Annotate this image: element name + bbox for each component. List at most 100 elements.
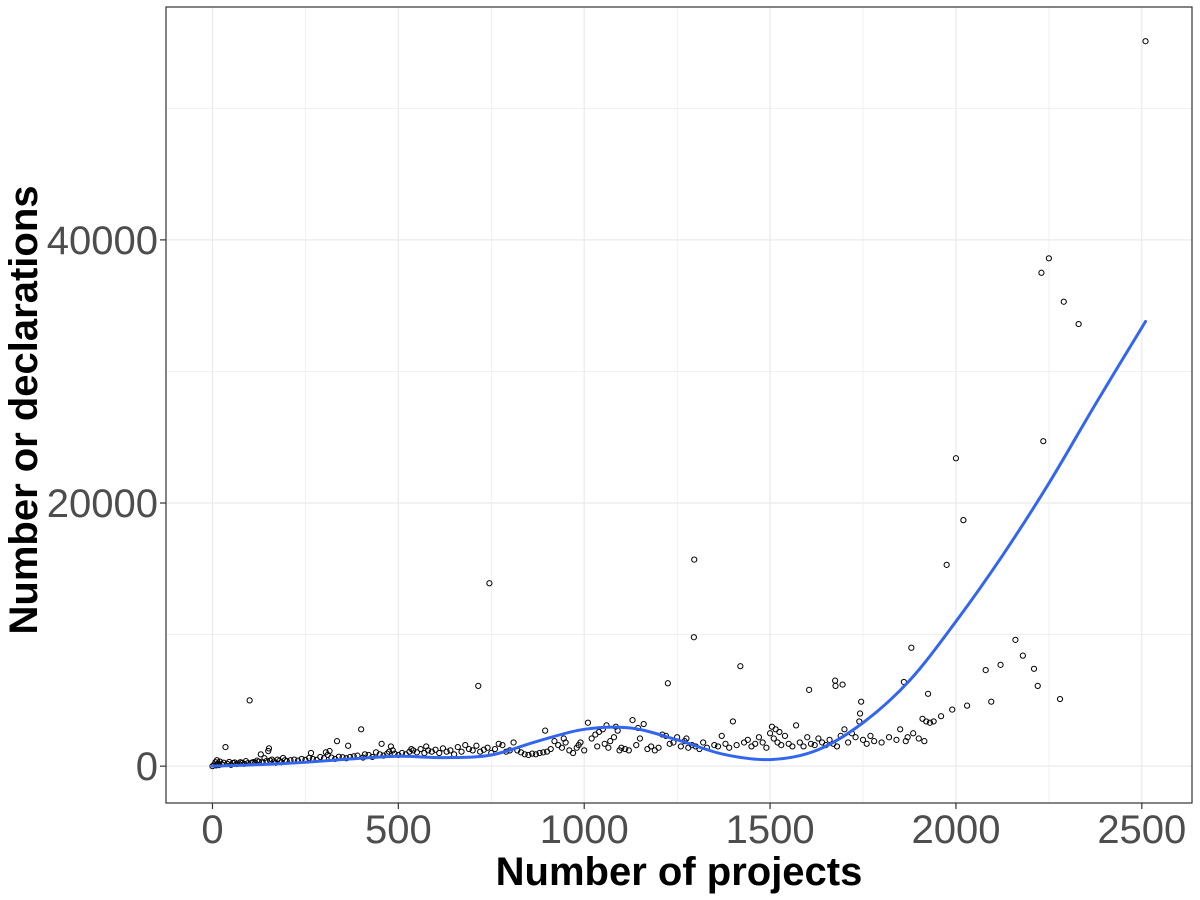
data-point <box>839 681 846 688</box>
data-point <box>826 736 833 743</box>
data-point <box>859 736 867 743</box>
data-point <box>333 738 341 745</box>
data-point <box>759 739 766 746</box>
data-point <box>385 748 393 755</box>
data-point <box>691 556 698 563</box>
data-point <box>952 455 960 462</box>
data-point <box>908 644 915 651</box>
data-point <box>432 746 439 753</box>
data-point <box>729 718 737 725</box>
data-point <box>858 698 865 705</box>
smooth-fit-line <box>210 319 1148 768</box>
data-point <box>542 727 549 734</box>
data-point <box>417 745 424 753</box>
x-tick-label: 500 <box>365 808 432 852</box>
data-point <box>581 747 588 754</box>
data-point <box>770 735 777 742</box>
data-point <box>439 745 447 752</box>
data-point <box>484 744 491 751</box>
data-point <box>930 718 937 725</box>
data-point <box>588 735 595 742</box>
data-point <box>997 661 1004 668</box>
data-point <box>265 747 272 755</box>
y-tick-label: 20000 <box>47 482 158 526</box>
y-tick-label: 0 <box>136 745 158 789</box>
data-point <box>833 743 841 750</box>
data-point <box>871 738 878 745</box>
data-point <box>1060 298 1067 305</box>
data-point <box>943 561 950 568</box>
data-point <box>664 680 671 687</box>
data-point <box>648 743 655 750</box>
data-point <box>473 742 480 749</box>
data-point <box>636 735 644 742</box>
data-point <box>718 732 725 739</box>
data-point <box>413 749 421 756</box>
data-point <box>800 743 807 750</box>
x-tick-label: 0 <box>201 808 223 852</box>
data-point <box>1075 320 1082 328</box>
data-point <box>845 739 852 746</box>
data-point <box>832 682 839 690</box>
data-point <box>625 747 632 754</box>
data-point <box>807 740 815 747</box>
data-point <box>529 750 536 757</box>
data-point <box>926 719 934 726</box>
data-point <box>789 743 796 750</box>
data-point <box>863 740 870 747</box>
data-point <box>811 742 818 749</box>
data-point <box>763 744 770 751</box>
data-point <box>569 749 577 757</box>
data-point <box>1038 269 1045 276</box>
data-point <box>317 753 324 761</box>
data-point <box>213 757 221 764</box>
data-point <box>921 738 928 745</box>
data-point <box>852 734 859 741</box>
data-point <box>443 748 450 755</box>
panel-border <box>165 6 1193 804</box>
data-point <box>458 748 465 755</box>
data-point <box>949 706 956 713</box>
y-axis-title: Number or declarations <box>2 185 46 634</box>
x-axis-title: Number of projects <box>496 850 863 894</box>
data-point <box>893 736 900 743</box>
data-point <box>867 732 874 739</box>
data-point <box>633 742 640 749</box>
data-point <box>924 690 932 697</box>
data-point <box>469 747 476 754</box>
data-point <box>815 735 822 742</box>
data-point <box>447 747 454 754</box>
data-point <box>776 728 783 736</box>
data-point <box>436 749 443 757</box>
data-point <box>655 744 662 751</box>
data-point <box>714 743 722 750</box>
data-point <box>454 743 461 751</box>
data-point <box>547 745 554 753</box>
y-tick-label: 40000 <box>47 219 158 263</box>
data-point <box>475 682 482 690</box>
data-point <box>1012 636 1019 643</box>
data-point <box>737 663 744 670</box>
data-point <box>486 580 493 587</box>
data-point <box>711 742 718 749</box>
data-point <box>610 734 618 741</box>
x-tick-label: 2000 <box>911 808 1000 852</box>
data-point <box>222 743 229 751</box>
data-point <box>345 742 352 749</box>
data-point <box>755 734 763 741</box>
data-point <box>358 726 365 733</box>
data-point <box>726 744 733 751</box>
data-point <box>601 740 608 747</box>
data-point <box>499 742 506 749</box>
data-point <box>744 736 751 743</box>
data-point <box>1034 682 1041 690</box>
data-point <box>1045 255 1052 262</box>
data-point <box>804 734 811 741</box>
data-point <box>605 744 612 751</box>
data-point <box>607 738 614 745</box>
data-point <box>677 743 684 750</box>
data-point <box>733 742 740 749</box>
data-point <box>246 697 253 704</box>
data-point <box>640 720 647 728</box>
data-point <box>878 739 885 746</box>
